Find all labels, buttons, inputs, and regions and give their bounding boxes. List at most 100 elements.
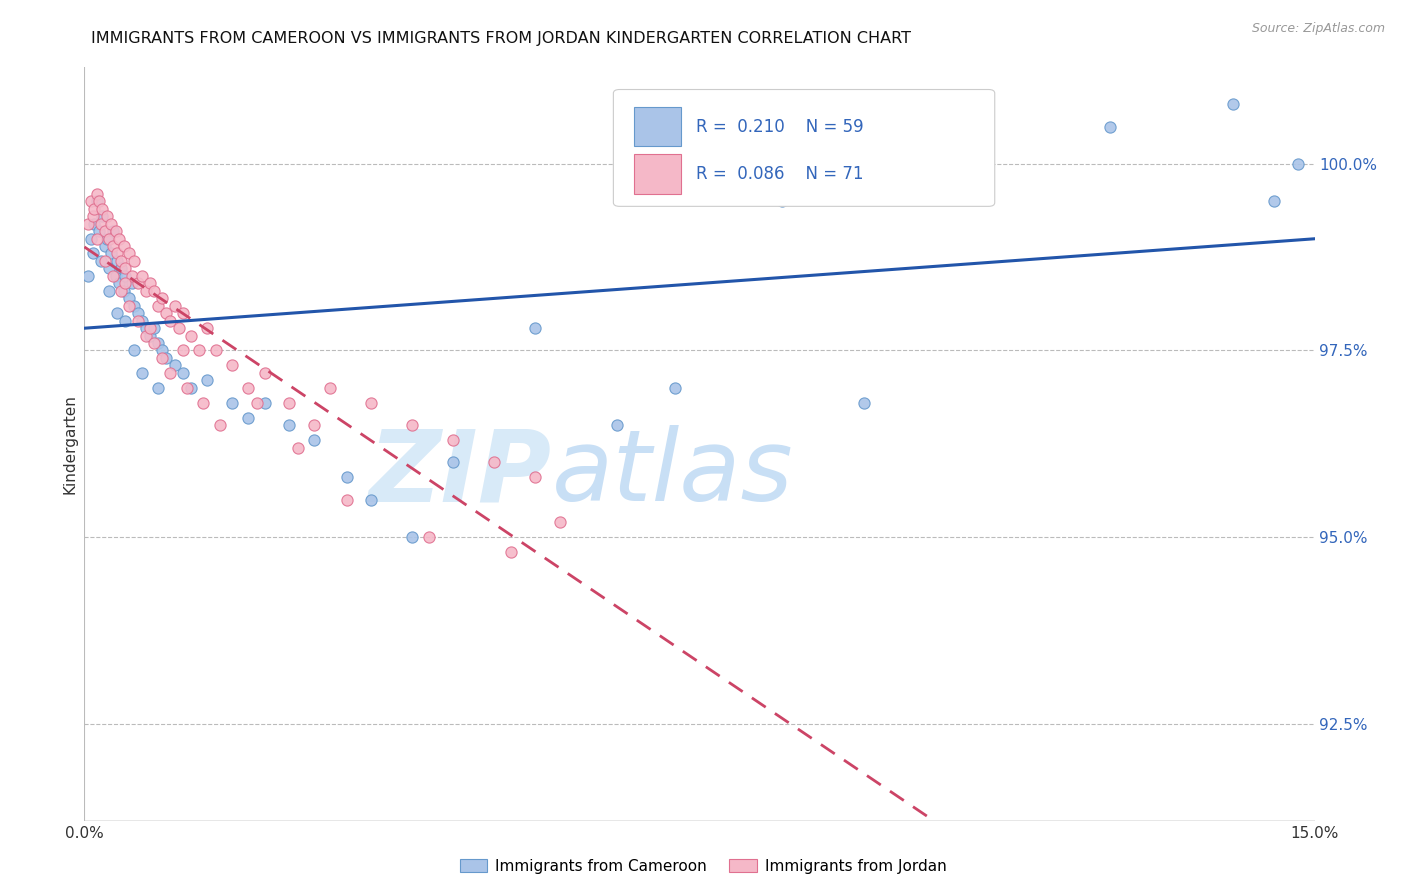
Point [118,291,141,305]
Point [86,231,108,245]
Point [302,418,325,433]
Point [499,545,522,559]
Y-axis label: Kindergarten: Kindergarten [62,394,77,493]
Point [87,224,111,238]
Point [90,254,112,268]
Point [108,231,129,245]
Point [1263,194,1285,209]
Point [80,231,103,245]
Point [524,470,547,484]
Point [114,313,136,327]
Point [148,299,170,313]
Point [80,194,103,209]
Point [83,217,105,231]
Point [105,254,128,268]
Point [122,343,145,358]
Point [121,268,143,283]
Point [101,268,124,283]
Point [112,239,135,253]
Point [135,284,157,298]
Point [524,321,547,335]
Point [148,336,170,351]
Point [143,336,166,351]
Point [770,194,793,209]
Point [401,418,423,433]
Point [167,321,190,335]
Point [98,284,120,298]
Point [105,246,128,260]
Point [139,321,162,335]
Point [101,239,124,253]
Point [135,328,157,343]
Point [104,224,127,238]
Point [221,359,243,373]
Text: R =  0.086    N = 71: R = 0.086 N = 71 [696,165,863,183]
Point [208,418,231,433]
Point [98,261,120,276]
Point [77,268,100,283]
Point [197,321,219,335]
Point [360,395,382,409]
Point [86,194,108,209]
Point [443,433,465,447]
Point [90,217,112,231]
Point [155,351,177,365]
Point [278,395,301,409]
Point [122,254,145,268]
Text: IMMIGRANTS FROM CAMEROON VS IMMIGRANTS FROM JORDAN KINDERGARTEN CORRELATION CHAR: IMMIGRANTS FROM CAMEROON VS IMMIGRANTS F… [91,31,911,46]
Point [852,395,875,409]
Point [188,343,211,358]
Point [418,530,440,544]
Point [159,313,181,327]
Text: Source: ZipAtlas.com: Source: ZipAtlas.com [1251,22,1385,36]
Point [197,373,219,387]
Point [1222,97,1244,112]
Point [139,328,162,343]
Point [100,246,122,260]
Point [278,418,301,433]
Point [606,418,628,433]
Point [664,381,686,395]
Point [302,433,325,447]
Point [484,455,506,469]
Point [91,202,114,216]
Point [976,142,998,156]
Point [121,277,143,291]
Point [112,284,135,298]
Point [86,186,108,201]
Point [401,530,423,544]
Point [94,254,117,268]
Point [176,381,198,395]
Point [143,321,166,335]
Point [100,217,122,231]
Point [221,395,243,409]
Point [319,381,342,395]
Point [148,381,170,395]
Point [360,492,382,507]
Point [94,224,117,238]
Point [443,455,465,469]
Point [139,277,162,291]
FancyBboxPatch shape [634,107,681,146]
Text: ZIP: ZIP [368,425,553,523]
Point [172,343,194,358]
Point [82,246,104,260]
Point [246,395,269,409]
Point [336,492,359,507]
Point [548,515,571,529]
Point [180,381,202,395]
Point [98,231,120,245]
Point [87,194,111,209]
Point [193,395,215,409]
Point [131,268,153,283]
Point [118,299,141,313]
Point [91,209,114,223]
Point [150,291,173,305]
Point [114,261,136,276]
Point [204,343,226,358]
Point [82,209,104,223]
Point [150,343,173,358]
Point [150,351,173,365]
Point [96,231,118,245]
Point [172,306,194,320]
